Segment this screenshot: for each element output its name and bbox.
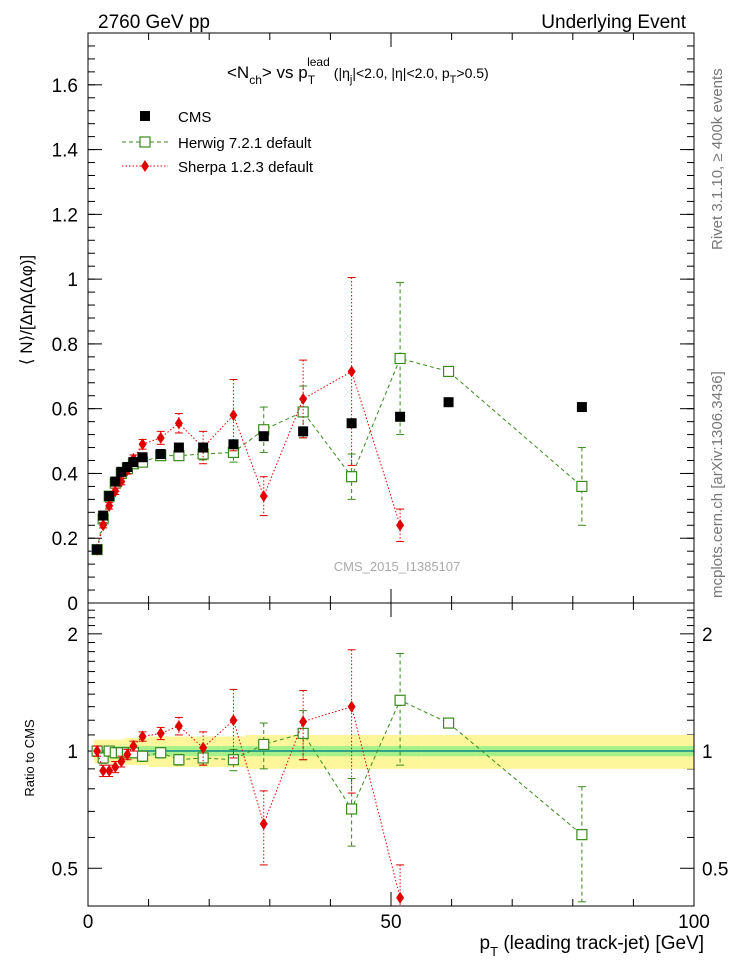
cms-point bbox=[443, 397, 454, 408]
sherpa-point bbox=[259, 490, 268, 503]
herwig-point bbox=[394, 352, 406, 365]
herwig-point bbox=[442, 717, 455, 729]
cms-point bbox=[198, 442, 209, 453]
y-axis-label-top: ⟨ N⟩/[ΔηΔ(Δφ)] bbox=[17, 255, 36, 365]
sherpa-point bbox=[111, 760, 120, 773]
herwig-point bbox=[155, 747, 167, 759]
herwig-point bbox=[227, 754, 240, 766]
sherpa-point bbox=[199, 741, 208, 754]
cms-point bbox=[128, 457, 139, 468]
analysis-watermark: CMS_2015_I1385107 bbox=[334, 559, 461, 574]
herwig-point bbox=[346, 471, 358, 483]
herwig-point bbox=[346, 803, 358, 815]
x-axis-label: pT (leading track-jet) [GeV] bbox=[480, 933, 704, 959]
legend-sherpa-label: Sherpa 1.2.3 default bbox=[178, 159, 314, 176]
cms-point bbox=[92, 544, 103, 555]
herwig-point bbox=[394, 694, 406, 706]
rivet-label: Rivet 3.1.10, ≥ 400k events bbox=[709, 68, 726, 250]
y-tick-label: 1.2 bbox=[52, 205, 78, 226]
sherpa-point bbox=[129, 740, 138, 753]
y-tick-label: 0.8 bbox=[52, 335, 78, 356]
ratio-y-tick-label-right: 1 bbox=[702, 742, 713, 763]
legend-sherpa-marker bbox=[141, 160, 149, 172]
herwig-point bbox=[442, 365, 455, 378]
herwig-point bbox=[258, 738, 270, 751]
sherpa-point bbox=[174, 719, 183, 732]
y-tick-label: 0.4 bbox=[52, 464, 79, 485]
sherpa-point bbox=[229, 409, 238, 422]
ratio-y-tick-label-right: 0.5 bbox=[702, 859, 728, 880]
herwig-point bbox=[173, 754, 185, 766]
herwig-point bbox=[97, 752, 109, 764]
cms-point bbox=[395, 411, 406, 422]
ratio-y-tick-label: 1 bbox=[67, 742, 78, 763]
sherpa-point bbox=[396, 519, 405, 532]
sherpa-point bbox=[123, 748, 132, 761]
cms-point bbox=[155, 449, 166, 460]
x-tick-label: 100 bbox=[678, 912, 710, 933]
plot-title: <Nch> vs pTlead(|ηj|<2.0, |η|<2.0, pT>0.… bbox=[227, 55, 489, 87]
herwig-line bbox=[96, 357, 583, 550]
herwig-point bbox=[197, 752, 209, 764]
cms-point bbox=[122, 461, 133, 472]
sherpa-point bbox=[138, 730, 147, 743]
y-tick-label: 0 bbox=[67, 594, 78, 615]
sherpa-point bbox=[299, 392, 308, 405]
mcplots-label: mcplots.cern.ch [arXiv:1306.3436] bbox=[709, 371, 726, 598]
sherpa-point bbox=[138, 438, 147, 451]
sherpa-point bbox=[105, 499, 114, 512]
cms-point bbox=[298, 426, 309, 437]
herwig-point bbox=[576, 829, 588, 841]
cms-point bbox=[116, 466, 127, 477]
sherpa-point bbox=[229, 714, 238, 727]
y-tick-label: 1 bbox=[67, 270, 78, 291]
cms-point bbox=[576, 402, 587, 413]
header-left: 2760 GeV pp bbox=[98, 12, 210, 33]
sherpa-point bbox=[99, 519, 108, 532]
ratio-y-tick-label: 0.5 bbox=[52, 859, 78, 880]
sherpa-point bbox=[299, 715, 308, 728]
ratio-panel: 0 50 100 0.5 0.5 1 1 2 2 bbox=[52, 603, 728, 933]
main-panel: 0 0.2 0.4 0.6 0.8 1 1.2 1.4 1.6 bbox=[52, 33, 695, 615]
sherpa-point bbox=[156, 727, 165, 740]
y-axis-label-bottom: Ratio to CMS bbox=[22, 719, 37, 797]
x-tick-label: 50 bbox=[380, 912, 401, 933]
legend-cms-marker bbox=[140, 111, 150, 121]
legend: CMS Herwig 7.2.1 default Sherpa 1.2.3 de… bbox=[122, 109, 314, 176]
header-right: Underlying Event bbox=[541, 12, 686, 33]
cms-point bbox=[98, 510, 109, 521]
sherpa-point bbox=[117, 755, 126, 768]
herwig-point bbox=[576, 480, 588, 493]
x-tick-label: 0 bbox=[83, 912, 94, 933]
cms-point bbox=[104, 491, 115, 502]
y-tick-label: 0.6 bbox=[52, 400, 78, 421]
sherpa-point bbox=[347, 365, 356, 378]
sherpa-line bbox=[96, 706, 401, 898]
sherpa-point bbox=[396, 891, 405, 904]
sherpa-point bbox=[93, 745, 102, 758]
y-tick-label: 0.2 bbox=[52, 529, 78, 550]
sherpa-point bbox=[156, 431, 165, 444]
y-tick-label: 1.4 bbox=[52, 141, 79, 162]
legend-herwig-label: Herwig 7.2.1 default bbox=[178, 135, 312, 152]
sherpa-point bbox=[105, 764, 114, 777]
legend-herwig-marker bbox=[139, 136, 151, 148]
cms-point bbox=[258, 431, 269, 442]
y-tick-label: 1.6 bbox=[52, 76, 78, 97]
ratio-y-tick-label: 2 bbox=[67, 625, 78, 646]
cms-point bbox=[173, 442, 184, 453]
herwig-point bbox=[136, 750, 149, 762]
cms-point bbox=[346, 418, 357, 429]
ratio-y-tick-label-right: 2 bbox=[702, 625, 713, 646]
sherpa-point bbox=[259, 817, 268, 830]
ratio-panel-frame bbox=[87, 602, 695, 907]
sherpa-point bbox=[174, 417, 183, 430]
cms-point bbox=[110, 476, 121, 487]
legend-cms-label: CMS bbox=[178, 109, 211, 126]
sherpa-point bbox=[347, 700, 356, 713]
cms-point bbox=[137, 452, 148, 463]
sherpa-point bbox=[99, 764, 108, 777]
cms-point bbox=[228, 439, 239, 450]
